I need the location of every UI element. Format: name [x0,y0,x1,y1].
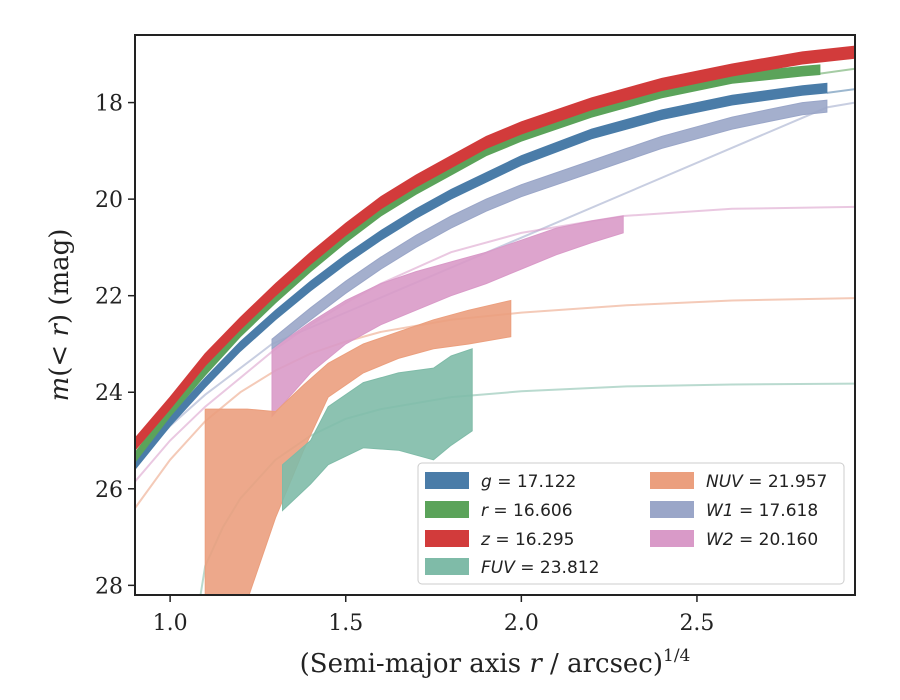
legend-label-r: r = 16.606 [481,501,573,521]
y-tick-label: 20 [95,188,123,213]
x-axis: 1.0 1.5 2.0 2.5 [153,595,714,636]
legend-swatch-fuv [425,558,469,575]
y-tick-label: 18 [95,92,123,117]
y-axis-label: m(< r) (mag) [45,229,75,402]
legend-label-w1: W1 = 17.618 [706,501,818,521]
legend-label-fuv: FUV = 23.812 [481,558,599,578]
legend-label-z: z = 16.295 [480,530,574,550]
x-axis-label: (Semi-major axis r / arcsec)1/4 [300,646,691,679]
data-bands [135,45,855,595]
band-z [135,45,855,451]
legend-swatch-g [425,472,469,489]
legend: g = 17.122 r = 16.606 z = 16.295 FUV = 23.8… [417,462,845,585]
x-tick-label: 1.0 [153,611,188,636]
legend-label-nuv: NUV = 21.957 [706,472,827,492]
y-tick-label: 24 [95,381,123,406]
legend-swatch-r [425,501,469,518]
legend-swatch-w1 [650,501,694,518]
model-curve-r [819,67,855,75]
x-tick-label: 2.5 [679,611,714,636]
legend-label-g: g = 17.122 [481,472,576,492]
legend-swatch-z [425,530,469,547]
y-tick-label: 26 [95,478,123,503]
legend-swatch-w2 [650,530,694,547]
y-axis: 18 20 22 24 26 28 [95,92,135,599]
model-curve-g [826,88,855,94]
legend-swatch-nuv [650,472,694,489]
band-g [135,82,828,471]
x-tick-label: 1.5 [328,611,363,636]
band-w2 [271,215,624,418]
band-w1 [271,99,828,350]
legend-frame [417,462,845,585]
y-tick-label: 22 [95,285,123,310]
legend-label-w2: W2 = 20.160 [706,530,818,550]
plot-frame [134,34,856,596]
band-fuv [282,348,473,512]
x-tick-label: 2.0 [504,611,539,636]
y-tick-label: 28 [95,574,123,599]
band-nuv [204,299,512,595]
